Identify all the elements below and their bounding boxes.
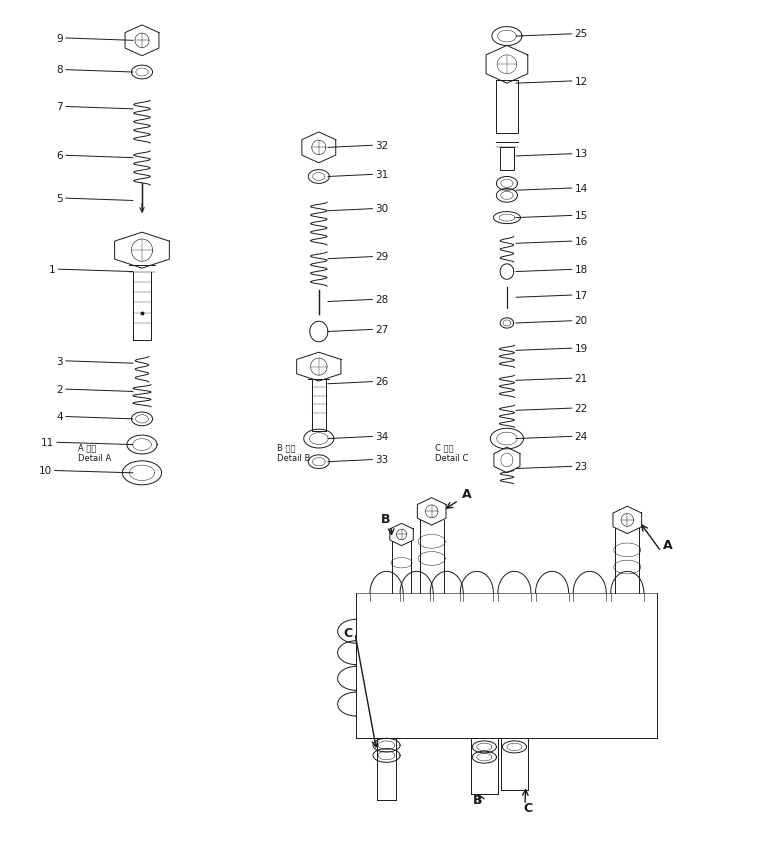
Text: 27: 27 — [327, 325, 389, 335]
Text: 23: 23 — [516, 461, 588, 472]
Text: A: A — [462, 487, 471, 500]
Text: 16: 16 — [516, 237, 588, 246]
Text: 4: 4 — [56, 412, 133, 422]
Text: 11: 11 — [41, 437, 133, 448]
Text: C: C — [524, 802, 533, 815]
Text: A 詳細
Detail A: A 詳細 Detail A — [78, 443, 111, 462]
Text: 14: 14 — [516, 183, 588, 194]
Text: 26: 26 — [327, 377, 389, 387]
Text: 7: 7 — [56, 102, 133, 112]
Text: 31: 31 — [327, 170, 389, 180]
Text: 20: 20 — [516, 316, 587, 326]
Text: C: C — [343, 626, 352, 639]
Text: 10: 10 — [39, 466, 133, 475]
Text: 28: 28 — [327, 294, 389, 305]
Text: 1: 1 — [49, 264, 133, 275]
Text: B 詳細
Detail B: B 詳細 Detail B — [277, 443, 311, 462]
Text: 34: 34 — [327, 431, 389, 442]
Text: 9: 9 — [56, 34, 133, 44]
Text: 17: 17 — [516, 290, 588, 300]
Text: 13: 13 — [516, 149, 588, 159]
Text: B: B — [381, 513, 391, 526]
Text: 6: 6 — [56, 151, 133, 161]
Text: 33: 33 — [327, 455, 389, 465]
Text: 30: 30 — [327, 204, 388, 214]
Text: 21: 21 — [516, 374, 588, 383]
Text: 25: 25 — [516, 29, 588, 40]
Text: 2: 2 — [56, 385, 133, 394]
Text: 22: 22 — [516, 403, 588, 413]
Text: 24: 24 — [516, 431, 588, 442]
Text: 12: 12 — [516, 77, 588, 86]
Text: A: A — [663, 539, 673, 552]
Text: 19: 19 — [516, 344, 588, 353]
Text: B: B — [473, 793, 483, 806]
Text: 8: 8 — [56, 65, 133, 76]
Text: 5: 5 — [56, 194, 133, 204]
Text: 3: 3 — [56, 356, 133, 366]
Text: 32: 32 — [327, 140, 389, 151]
Text: C 詳細
Detail C: C 詳細 Detail C — [435, 443, 468, 462]
Text: 15: 15 — [516, 211, 588, 220]
Text: 18: 18 — [516, 264, 588, 275]
Text: 29: 29 — [327, 252, 389, 262]
